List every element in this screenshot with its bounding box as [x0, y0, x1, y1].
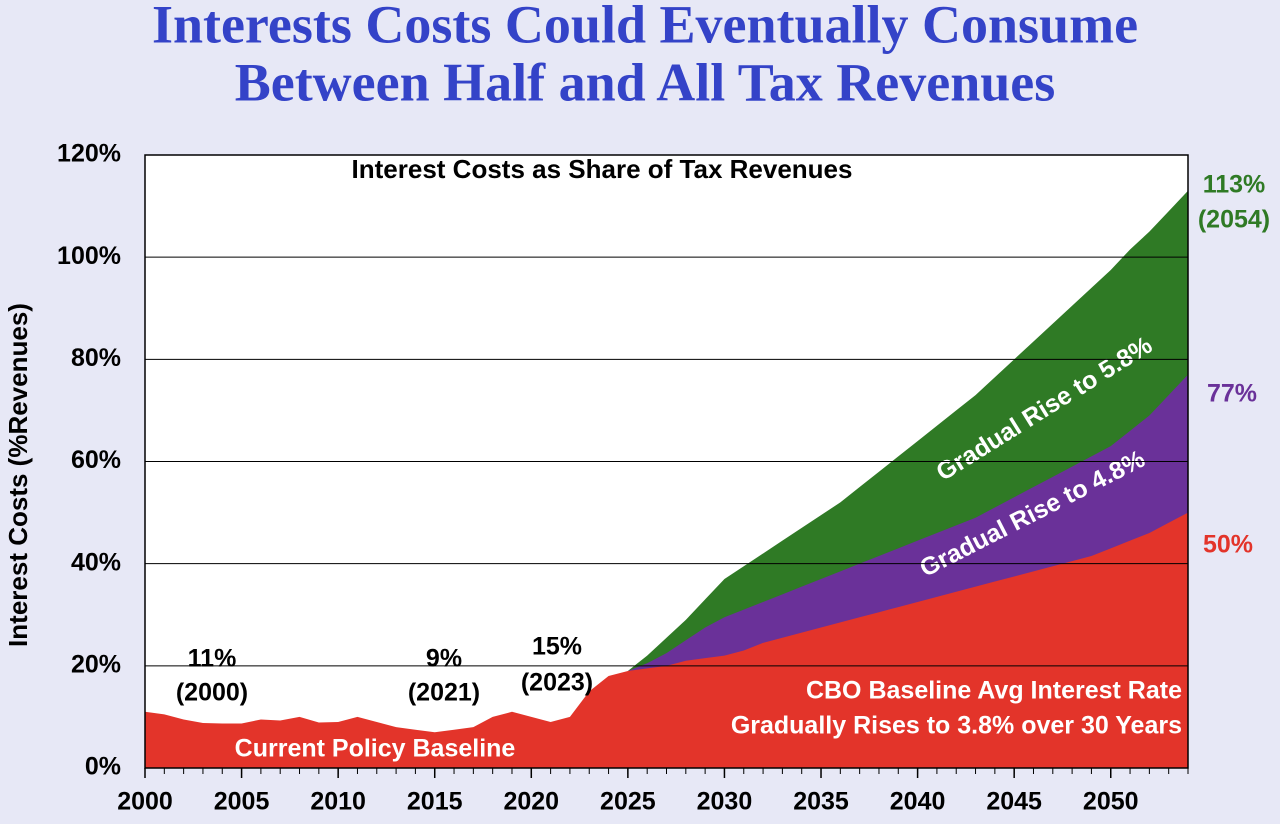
x-tick-label: 2010 — [310, 788, 366, 816]
plot — [145, 190, 1188, 769]
x-tick-label: 2020 — [503, 788, 559, 816]
y-tick-label: 60% — [71, 446, 121, 474]
annotation: Gradually Rises to 3.8% over 30 Years — [731, 712, 1182, 740]
y-tick-label: 100% — [57, 242, 121, 270]
x-tick-label: 2015 — [407, 788, 463, 816]
series-label: Current Policy Baseline — [235, 735, 516, 763]
annotation: 11% — [188, 645, 237, 673]
end-label: 50% — [1203, 531, 1253, 559]
end-label: 113% — [1203, 171, 1266, 199]
subtitle: Interest Costs as Share of Tax Revenues — [352, 154, 853, 184]
y-tick-label: 80% — [71, 344, 121, 372]
x-tick-label: 2025 — [600, 788, 656, 816]
y-tick-label: 120% — [57, 140, 121, 168]
x-tick-label: 2000 — [117, 788, 173, 816]
chart-title: Between Half and All Tax Revenues — [235, 52, 1056, 112]
y-tick-label: 20% — [71, 650, 121, 678]
annotation: 15% — [532, 633, 582, 661]
annotation: (2023) — [521, 669, 593, 697]
x-tick-label: 2045 — [986, 788, 1042, 816]
area — [145, 512, 1188, 768]
annotation: (2021) — [408, 679, 480, 707]
x-tick-label: 2035 — [793, 788, 849, 816]
end-label: (2054) — [1198, 206, 1270, 234]
annotation: CBO Baseline Avg Interest Rate — [806, 677, 1182, 705]
y-axis-label: Interest Costs (%Revenues) — [3, 303, 33, 647]
x-tick-label: 2030 — [697, 788, 753, 816]
chart-title: Interests Costs Could Eventually Consume — [152, 0, 1138, 54]
x-tick-label: 2005 — [214, 788, 270, 816]
annotation: (2000) — [176, 679, 248, 707]
annotation: 9% — [426, 645, 462, 673]
y-tick-label: 0% — [85, 753, 121, 781]
y-tick-label: 40% — [71, 548, 121, 576]
x-tick-label: 2050 — [1083, 788, 1139, 816]
end-label: 77% — [1207, 380, 1257, 408]
x-tick-label: 2040 — [890, 788, 946, 816]
